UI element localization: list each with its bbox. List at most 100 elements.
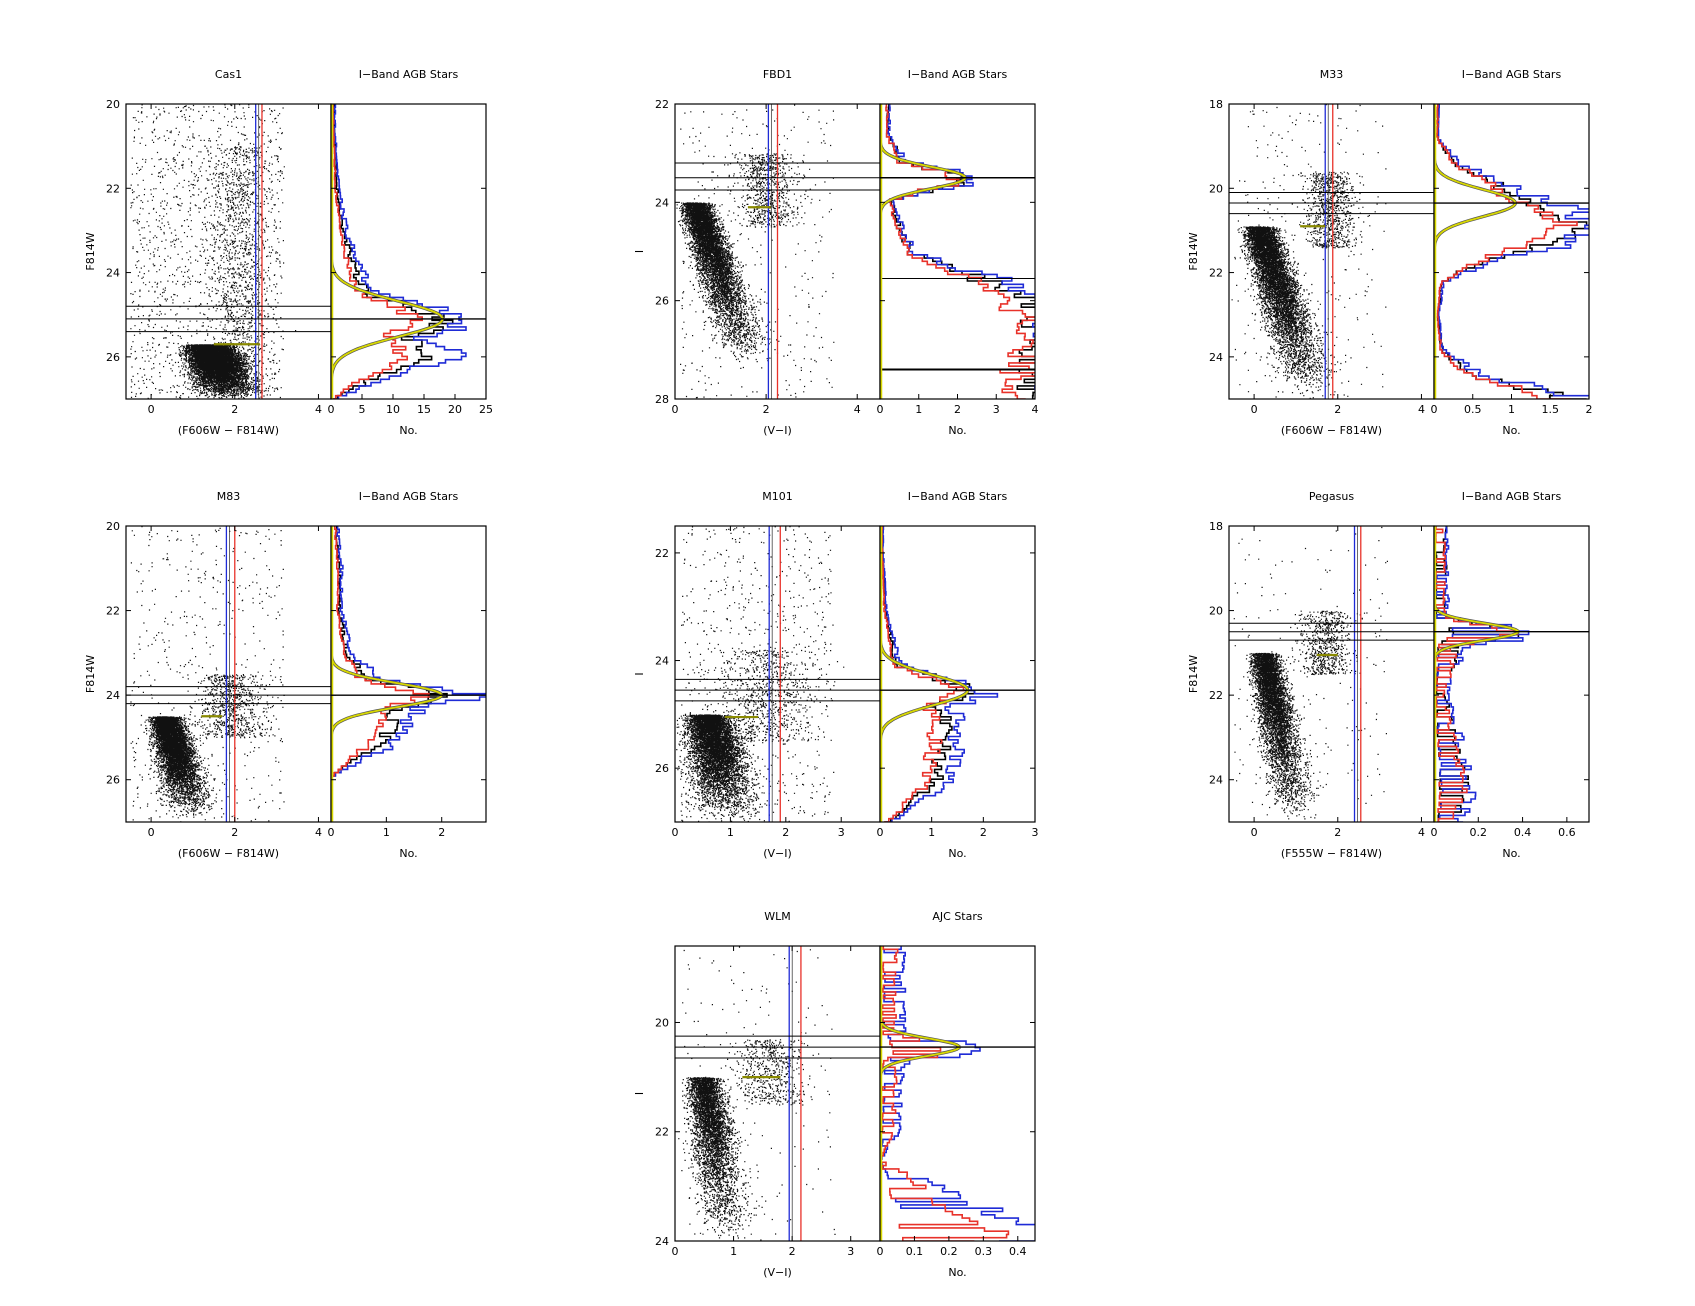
hist-x-tick-label: 5	[359, 403, 366, 416]
y-tick-label: 26	[655, 295, 669, 308]
hist-x-tick-label: 1	[928, 826, 935, 839]
hist-x-tick-label: 0.5	[1464, 403, 1482, 416]
hist-black-series	[1436, 104, 1589, 399]
hist-title: AJC Stars	[932, 910, 983, 923]
y-tick-label: 20	[1209, 182, 1223, 195]
star-point	[1231, 104, 1387, 399]
x-tick-label: 0	[1251, 403, 1258, 416]
x-tick-label: 4	[315, 826, 322, 839]
star-point	[1233, 526, 1389, 820]
star-points	[676, 526, 845, 822]
hist-black-series	[881, 526, 976, 822]
hist-red-series	[1436, 104, 1578, 399]
gaussian-fit	[880, 526, 969, 822]
x-tick-label: 2	[231, 403, 238, 416]
y-tick-label: 22	[1209, 267, 1223, 280]
cmd-title: FBD1	[763, 68, 792, 81]
star-points	[130, 526, 285, 822]
hist-red-series	[1435, 526, 1519, 822]
hist-xlabel: No.	[948, 424, 966, 437]
y-tick-label: 24	[1209, 774, 1223, 787]
cmd-xlabel: (V−I)	[763, 847, 792, 860]
cmd-title: M83	[217, 490, 241, 503]
histogram-plot: 0 0.5 1 1.5 2 I−Band AGB Stars No.	[1431, 68, 1593, 437]
cmd-title: Pegasus	[1309, 490, 1354, 503]
cmd-ylabel: F814W	[84, 655, 97, 693]
star-points	[1231, 104, 1387, 399]
x-tick-label: 1	[727, 826, 734, 839]
cmd-xlabel: (F606W − F814W)	[178, 847, 279, 860]
gaussian-fit-outline	[331, 104, 445, 399]
cmd-ylabel: I	[633, 250, 646, 253]
y-tick-label: 26	[655, 762, 669, 775]
x-tick-label: 0	[672, 826, 679, 839]
star-points	[676, 104, 835, 399]
hist-x-tick-label: 1.5	[1542, 403, 1560, 416]
x-tick-label: 3	[838, 826, 845, 839]
hist-blue-series	[880, 946, 1035, 1241]
y-tick-label: 26	[106, 774, 120, 787]
hist-red-series	[331, 526, 430, 822]
hist-frame	[330, 525, 487, 823]
cmd-xlabel: (V−I)	[763, 424, 792, 437]
hist-x-tick-label: 0	[328, 826, 335, 839]
hist-blue-series	[331, 526, 486, 822]
hist-x-tick-label: 2	[980, 826, 987, 839]
hist-x-tick-label: 1	[383, 826, 390, 839]
y-tick-label: 24	[1209, 351, 1223, 364]
hist-blue-series	[1437, 104, 1589, 397]
cmd-ylabel: I	[633, 1092, 646, 1095]
panel-m101: 0 1 2 3 22 24 26 M101 (V−I) I 0 1 2 3 I−Band AGB Stars…	[633, 490, 1039, 860]
hist-title: I−Band AGB Stars	[1462, 68, 1562, 81]
cmd-frame	[125, 525, 332, 823]
x-tick-label: 2	[789, 1245, 796, 1258]
cmd-title: M33	[1320, 68, 1344, 81]
hist-x-tick-label: 0	[877, 1245, 884, 1258]
hist-x-tick-label: 0	[1431, 403, 1438, 416]
hist-title: I−Band AGB Stars	[1462, 490, 1562, 503]
panel-wlm: 0 1 2 3 20 22 24 WLM (V−I) I 0 0.1 0.2 0.3 0.4 AJC Star…	[633, 910, 1036, 1279]
hist-frame	[879, 945, 1036, 1242]
x-tick-label: 4	[854, 403, 861, 416]
hist-x-tick-label: 2	[438, 826, 445, 839]
hist-x-tick-label: 2	[1586, 403, 1593, 416]
hist-frame	[1433, 525, 1590, 823]
gaussian-fit	[1434, 526, 1519, 822]
y-tick-label: 22	[655, 547, 669, 560]
y-tick-label: 20	[655, 1016, 669, 1029]
histogram-plot: 0 0.2 0.4 0.6 I−Band AGB Stars No.	[1431, 490, 1590, 860]
y-tick-label: 24	[106, 267, 120, 280]
hist-x-tick-label: 0	[328, 403, 335, 416]
x-tick-label: 0	[672, 1245, 679, 1258]
star-point	[676, 104, 835, 399]
y-tick-label: 22	[655, 1126, 669, 1139]
x-tick-label: 1	[730, 1245, 737, 1258]
hist-blue-series	[331, 104, 467, 399]
y-tick-label: 18	[1209, 98, 1223, 111]
cmd-ylabel: F814W	[1187, 232, 1200, 270]
hist-x-tick-label: 1	[1508, 403, 1515, 416]
hist-x-tick-label: 0.2	[940, 1245, 958, 1258]
hist-frame	[879, 103, 1036, 400]
hist-x-tick-label: 25	[479, 403, 493, 416]
hist-red-series	[881, 526, 965, 822]
x-tick-label: 4	[1418, 403, 1425, 416]
hist-x-tick-label: 0	[877, 826, 884, 839]
star-point	[676, 526, 845, 822]
star-points	[1233, 526, 1389, 820]
cmd-plot: 0 1 2 3 22 24 26 M101 (V−I) I	[633, 490, 881, 860]
hist-x-tick-label: 10	[386, 403, 400, 416]
cmd-xlabel: (F606W − F814W)	[178, 424, 279, 437]
hist-xlabel: No.	[1502, 424, 1520, 437]
hist-xlabel: No.	[399, 847, 417, 860]
hist-title: I−Band AGB Stars	[908, 68, 1008, 81]
y-tick-label: 24	[655, 196, 669, 209]
y-tick-label: 20	[106, 98, 120, 111]
hist-blue-series	[886, 104, 1035, 397]
